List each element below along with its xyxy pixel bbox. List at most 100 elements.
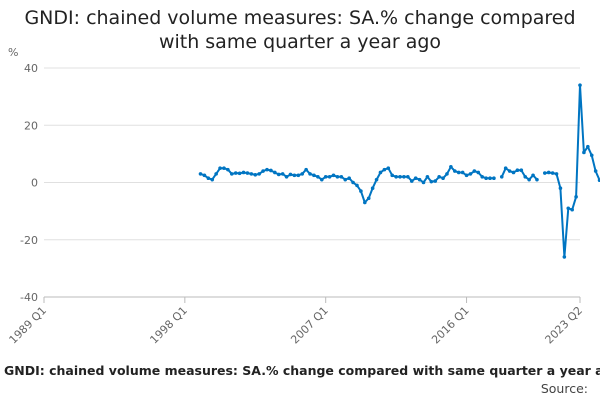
data-point [370, 186, 375, 191]
data-point [464, 173, 469, 178]
data-point [445, 172, 449, 176]
data-point [582, 150, 586, 155]
data-point [425, 174, 430, 179]
data-point [523, 174, 528, 179]
data-point [366, 196, 371, 201]
data-point [323, 174, 328, 179]
data-point [276, 172, 281, 177]
data-point [218, 166, 222, 170]
data-point [280, 172, 285, 176]
data-point [472, 169, 477, 173]
data-point [574, 195, 578, 199]
y-tick-label: -20 [20, 234, 38, 247]
x-tick-label: 2007 Q1 [288, 304, 331, 347]
data-point [484, 176, 488, 181]
chart-title-line-2: with same quarter a year ago [158, 31, 442, 53]
x-tick-label: 1998 Q1 [147, 304, 190, 347]
data-point [390, 173, 395, 178]
series-line [200, 165, 494, 204]
data-point [210, 177, 215, 182]
data-point [488, 176, 492, 181]
data-point [531, 173, 535, 178]
y-axis-label: % [8, 46, 18, 59]
x-tick-label: 2023 Q2 [543, 304, 586, 347]
data-point [386, 166, 391, 170]
data-point [198, 172, 203, 176]
data-point [331, 173, 336, 178]
data-point [515, 168, 520, 172]
series-line [544, 84, 600, 258]
data-point [589, 153, 594, 158]
data-point [327, 174, 332, 179]
data-point [288, 172, 293, 177]
data-point [374, 177, 379, 182]
data-point [363, 200, 367, 205]
data-point [554, 172, 559, 176]
data-point [409, 179, 414, 183]
data-point [292, 173, 297, 178]
data-point [429, 179, 434, 184]
data-point [378, 170, 383, 175]
data-point [503, 166, 508, 170]
data-point [202, 173, 207, 178]
data-point [257, 172, 261, 176]
data-point [382, 167, 387, 172]
data-point [249, 172, 254, 176]
data-point [476, 170, 481, 175]
data-point [273, 170, 277, 175]
data-point [261, 169, 265, 173]
chart-source: Source: [540, 381, 588, 396]
data-point [570, 207, 574, 212]
data-point [511, 170, 516, 175]
data-point [456, 170, 461, 175]
y-tick-label: 0 [31, 177, 38, 190]
data-point [453, 169, 457, 173]
data-point [335, 174, 340, 179]
data-point [413, 176, 418, 181]
data-point [460, 170, 465, 175]
data-point [245, 171, 250, 175]
data-point [284, 174, 289, 179]
data-point [319, 177, 324, 182]
y-tick-label: -40 [20, 291, 38, 304]
data-point [265, 167, 269, 172]
data-point [308, 172, 312, 176]
data-point [406, 174, 410, 179]
data-point [546, 170, 551, 175]
x-tick-label: 1989 Q1 [7, 304, 50, 347]
data-point [343, 177, 348, 182]
data-point [421, 180, 426, 185]
data-point [312, 173, 316, 178]
data-point [229, 172, 234, 176]
y-tick-label: 20 [24, 119, 38, 132]
chart-caption: GNDI: chained volume measures: SA.% chan… [4, 363, 600, 378]
data-point [480, 174, 484, 179]
data-point [593, 169, 598, 173]
data-point [300, 172, 305, 176]
chart-title: GNDI: chained volume measures: SA.% chan… [0, 6, 600, 54]
data-point [437, 174, 441, 179]
data-point [206, 176, 211, 181]
data-point [394, 174, 398, 179]
data-point [586, 144, 590, 149]
data-point [562, 255, 567, 259]
data-point [237, 171, 242, 176]
data-point [339, 174, 344, 179]
data-point [351, 180, 355, 185]
data-point [226, 167, 230, 172]
data-point [402, 174, 406, 179]
data-point [359, 189, 363, 193]
data-point [241, 170, 246, 175]
y-tick-label: 40 [24, 62, 38, 75]
data-point [449, 164, 453, 169]
series-line [500, 167, 538, 181]
data-point [316, 174, 320, 179]
data-point [433, 179, 438, 183]
data-point [499, 174, 504, 179]
data-point [233, 171, 238, 175]
data-point [535, 177, 539, 182]
x-tick-label: 2016 Q1 [429, 304, 472, 347]
data-point [296, 173, 301, 178]
data-point [214, 172, 218, 176]
